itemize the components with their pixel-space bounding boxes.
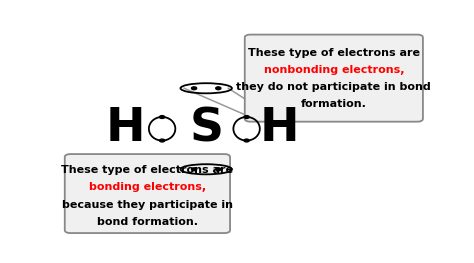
Circle shape (216, 87, 221, 90)
Text: bonding electrons,: bonding electrons, (89, 183, 206, 193)
Text: they do not participate in bond: they do not participate in bond (237, 82, 431, 92)
Text: formation.: formation. (301, 99, 367, 109)
Circle shape (160, 116, 164, 118)
Text: bond formation.: bond formation. (97, 217, 198, 227)
Circle shape (191, 87, 197, 90)
FancyBboxPatch shape (65, 154, 230, 233)
Text: These type of electrons are: These type of electrons are (62, 165, 233, 175)
Circle shape (244, 139, 249, 142)
Text: H: H (106, 106, 145, 151)
Circle shape (244, 116, 249, 118)
Circle shape (160, 139, 164, 142)
Circle shape (191, 168, 197, 171)
Text: nonbonding electrons,: nonbonding electrons, (264, 65, 404, 75)
Text: These type of electrons are: These type of electrons are (248, 48, 420, 58)
Text: S: S (189, 106, 223, 151)
Circle shape (216, 168, 221, 171)
Text: H: H (260, 106, 300, 151)
FancyBboxPatch shape (245, 35, 423, 122)
Text: because they participate in: because they participate in (62, 200, 233, 210)
